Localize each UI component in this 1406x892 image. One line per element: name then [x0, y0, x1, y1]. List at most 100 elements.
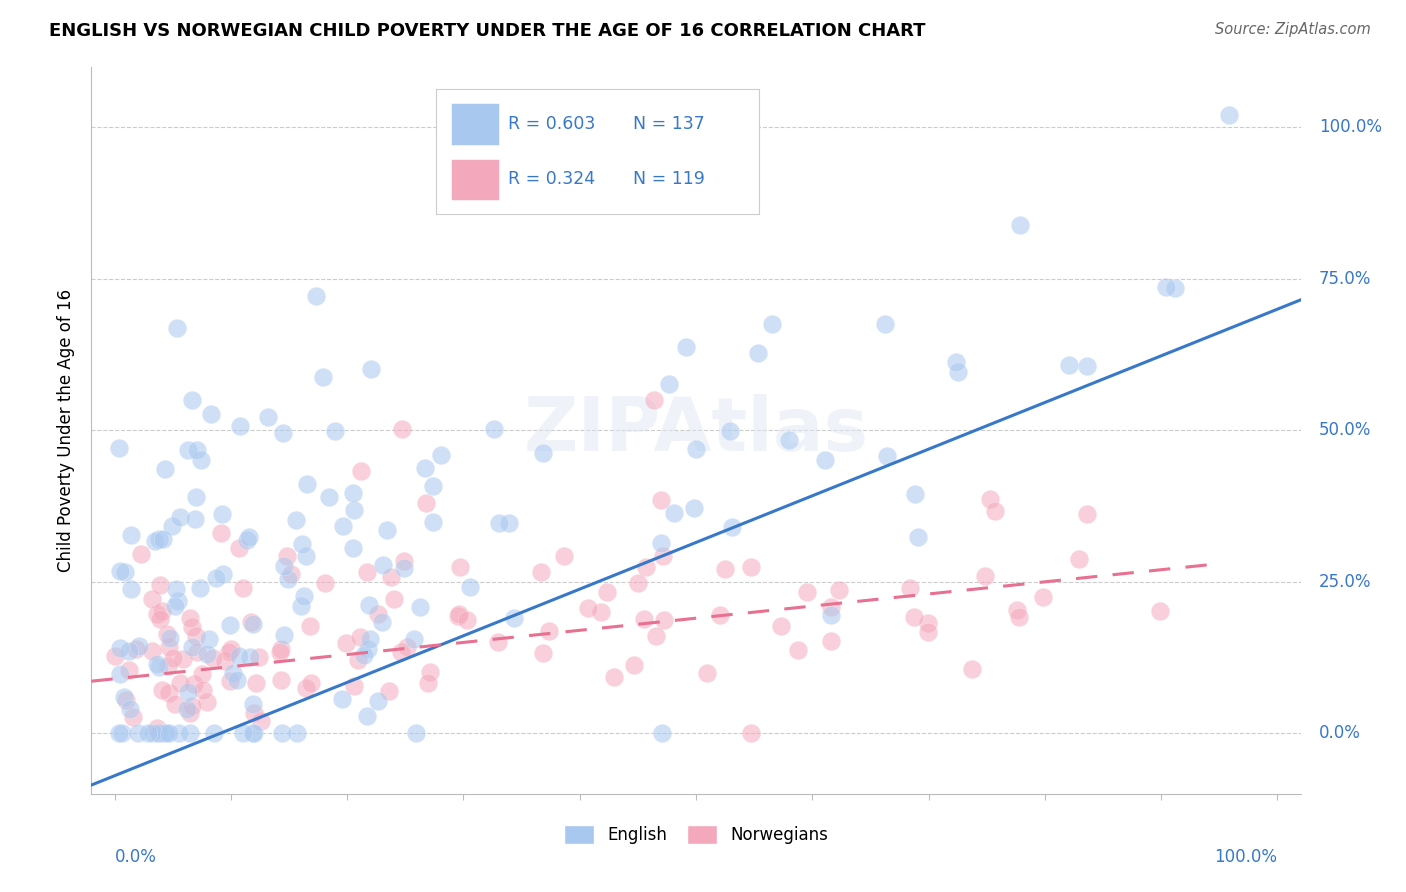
- Point: [718, 424, 741, 438]
- Point: [285, 726, 308, 740]
- Point: [128, 640, 150, 654]
- Point: [404, 632, 426, 646]
- Point: [335, 636, 357, 650]
- Text: 25.0%: 25.0%: [1319, 573, 1371, 591]
- Point: [359, 632, 381, 646]
- Point: [202, 726, 225, 740]
- Point: [155, 461, 177, 475]
- Point: [166, 582, 188, 596]
- Point: [876, 449, 898, 463]
- Point: [156, 627, 179, 641]
- Point: [211, 507, 233, 521]
- Point: [449, 559, 471, 574]
- Point: [1149, 604, 1171, 618]
- Point: [1005, 603, 1028, 617]
- Point: [530, 566, 553, 580]
- Point: [270, 641, 292, 656]
- Point: [330, 691, 353, 706]
- Text: Source: ZipAtlas.com: Source: ZipAtlas.com: [1215, 22, 1371, 37]
- Point: [747, 346, 769, 360]
- Point: [962, 662, 984, 676]
- Point: [142, 726, 165, 740]
- Point: [238, 529, 260, 543]
- Point: [169, 676, 191, 690]
- Point: [229, 419, 252, 434]
- Point: [394, 554, 416, 568]
- Point: [157, 726, 180, 740]
- Point: [787, 642, 810, 657]
- Point: [1057, 358, 1080, 372]
- Point: [111, 726, 134, 740]
- Point: [314, 576, 336, 591]
- Point: [419, 665, 441, 679]
- Point: [917, 615, 939, 630]
- Point: [1008, 218, 1031, 232]
- Point: [488, 516, 510, 530]
- Text: 0.0%: 0.0%: [1319, 724, 1361, 742]
- Point: [342, 541, 364, 556]
- Point: [249, 714, 271, 729]
- Point: [179, 726, 201, 740]
- Point: [343, 679, 366, 693]
- Point: [651, 549, 673, 563]
- Point: [127, 726, 149, 740]
- Point: [136, 726, 159, 740]
- Point: [298, 619, 321, 633]
- Point: [146, 721, 169, 735]
- Point: [531, 646, 554, 660]
- Text: R = 0.603: R = 0.603: [508, 115, 595, 133]
- Point: [946, 365, 969, 379]
- Point: [118, 664, 141, 678]
- Point: [422, 515, 444, 529]
- Legend: English, Norwegians: English, Norwegians: [557, 818, 835, 851]
- Point: [367, 607, 389, 621]
- Point: [350, 464, 373, 478]
- Point: [820, 607, 842, 622]
- Point: [353, 648, 375, 663]
- Point: [1076, 507, 1098, 521]
- Point: [218, 673, 240, 688]
- Point: [184, 629, 207, 643]
- Point: [226, 673, 249, 687]
- Point: [188, 581, 211, 595]
- Point: [294, 549, 316, 563]
- Point: [357, 641, 380, 656]
- Text: 100.0%: 100.0%: [1319, 119, 1382, 136]
- Point: [820, 599, 842, 614]
- Point: [627, 575, 650, 590]
- Point: [498, 516, 520, 530]
- Point: [228, 648, 250, 663]
- Point: [276, 549, 298, 563]
- Point: [160, 518, 183, 533]
- Point: [675, 340, 697, 354]
- Point: [179, 706, 201, 720]
- Point: [205, 571, 228, 585]
- Point: [209, 525, 232, 540]
- Point: [277, 572, 299, 586]
- Point: [378, 684, 401, 698]
- Point: [297, 477, 319, 491]
- Point: [1076, 359, 1098, 374]
- Point: [118, 644, 141, 658]
- Point: [120, 528, 142, 542]
- Point: [108, 666, 131, 681]
- Point: [153, 726, 176, 740]
- Point: [156, 659, 179, 673]
- Point: [576, 601, 599, 615]
- Point: [650, 493, 672, 508]
- Point: [367, 694, 389, 708]
- Point: [190, 667, 212, 681]
- Point: [740, 726, 762, 740]
- Point: [391, 422, 413, 436]
- Point: [149, 612, 172, 626]
- Point: [176, 702, 198, 716]
- Point: [242, 697, 264, 711]
- Text: 50.0%: 50.0%: [1319, 421, 1371, 440]
- Point: [242, 617, 264, 632]
- Point: [553, 549, 575, 564]
- Point: [633, 612, 655, 626]
- Point: [820, 633, 842, 648]
- Point: [214, 654, 236, 668]
- Point: [447, 609, 470, 624]
- Point: [243, 706, 266, 720]
